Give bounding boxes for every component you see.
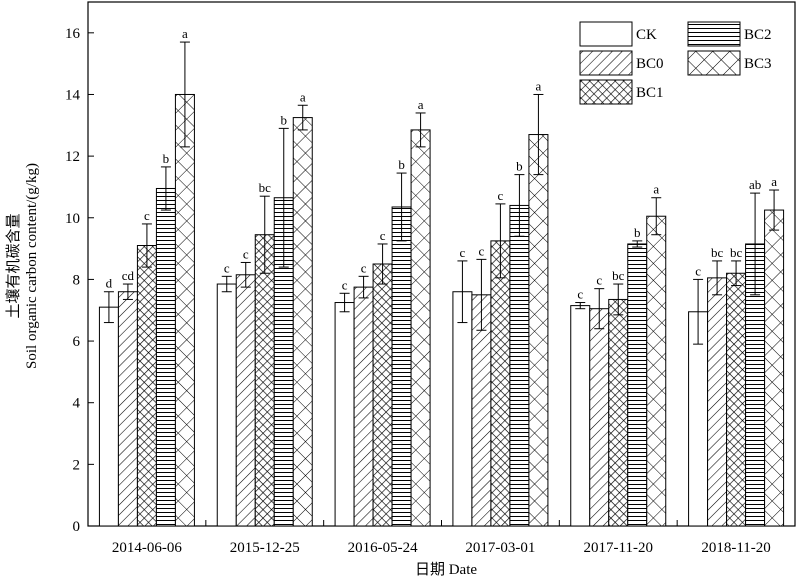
bar-bc0-2015-12-25 <box>235 274 256 527</box>
bar-bc3-2017-11-20 <box>646 215 667 527</box>
bar-bc1-2018-11-20 <box>726 272 747 527</box>
bar-bc2-2017-03-01 <box>509 204 530 527</box>
significance-letter: bc <box>612 268 625 283</box>
bar-bc0-2018-11-20 <box>707 277 728 527</box>
x-tick-label: 2017-11-20 <box>584 540 653 556</box>
bar-bc0-2014-06-06 <box>117 291 138 527</box>
significance-letter: b <box>398 157 405 172</box>
significance-letter: bc <box>730 245 743 260</box>
significance-letter: cd <box>122 268 135 283</box>
x-tick-label: 2015-12-25 <box>230 540 300 556</box>
legend-swatch-bc2 <box>687 21 741 47</box>
significance-letter: c <box>695 263 701 278</box>
legend-swatch-bc1 <box>579 79 633 105</box>
bar-ck-2015-12-25 <box>216 283 237 527</box>
significance-letter: a <box>418 97 424 112</box>
bar-bc1-2017-11-20 <box>608 298 629 527</box>
significance-letter: b <box>163 151 170 166</box>
significance-letter: c <box>224 260 230 275</box>
y-tick-label: 14 <box>65 87 81 103</box>
y-tick-label: 0 <box>73 519 81 535</box>
legend-label-bc0: BC0 <box>636 56 664 72</box>
bar-bc3-2014-06-06 <box>174 93 195 527</box>
y-tick-label: 8 <box>73 272 81 288</box>
y-tick-label: 10 <box>65 211 80 227</box>
legend-label-bc3: BC3 <box>744 56 772 72</box>
bar-bc1-2016-05-24 <box>372 263 393 527</box>
significance-letter: a <box>536 78 542 93</box>
bar-bc3-2015-12-25 <box>292 117 313 527</box>
y-tick-label: 16 <box>65 26 81 42</box>
significance-letter: c <box>479 243 485 258</box>
significance-letter: c <box>144 208 150 223</box>
bar-ck-2014-06-06 <box>98 306 119 527</box>
significance-letter: c <box>498 188 504 203</box>
x-tick-label: 2017-03-01 <box>465 540 535 556</box>
bar-ck-2016-05-24 <box>334 302 355 527</box>
bar-ck-2017-11-20 <box>570 305 591 527</box>
y-tick-label: 4 <box>73 396 81 412</box>
significance-letter: c <box>380 228 386 243</box>
significance-letter: b <box>516 159 523 174</box>
bar-bc2-2017-11-20 <box>627 243 648 527</box>
significance-letter: bc <box>711 245 724 260</box>
significance-letter: ab <box>749 177 761 192</box>
legend-swatch-bc3 <box>687 50 741 76</box>
y-axis-title-cn: 土壤有机碳含量 <box>4 213 22 318</box>
bar-bc3-2017-03-01 <box>528 134 549 527</box>
significance-letter: a <box>771 174 777 189</box>
legend-swatch-bc0 <box>579 50 633 76</box>
significance-letter: a <box>300 89 306 104</box>
y-tick-label: 12 <box>65 149 80 165</box>
y-tick-label: 6 <box>73 334 81 350</box>
significance-letter: c <box>342 277 348 292</box>
y-axis-title-en: Soil organic carbon content/(g/kg) <box>24 163 40 369</box>
x-tick-label: 2014-06-06 <box>112 540 182 556</box>
bar-bc2-2014-06-06 <box>155 187 176 527</box>
legend-label-bc2: BC2 <box>744 27 772 43</box>
legend-label-bc1: BC1 <box>636 85 664 101</box>
bar-bc3-2018-11-20 <box>764 209 785 527</box>
bar-bc3-2016-05-24 <box>410 129 431 527</box>
significance-letter: b <box>634 225 641 240</box>
axes-layer: 0 2 4 6 8 10 12 14 16 2014-06-06 2015-12-25 2016-05… <box>65 26 771 556</box>
y-tick-label: 2 <box>73 457 81 473</box>
significance-letter: c <box>596 273 602 288</box>
significance-letter: c <box>577 287 583 302</box>
significance-letter: b <box>281 112 288 127</box>
x-axis-title: 日期 Date <box>415 561 477 578</box>
bar-bc1-2015-12-25 <box>254 234 275 527</box>
bar-ck-2017-03-01 <box>452 291 473 527</box>
significance-letter: a <box>653 182 659 197</box>
bar-bc1-2014-06-06 <box>136 245 157 527</box>
significance-letter: a <box>182 26 188 41</box>
significance-letter: bc <box>259 180 272 195</box>
bar-bc1-2017-03-01 <box>490 240 511 527</box>
significance-letter: c <box>361 260 367 275</box>
significance-letter: c <box>460 245 466 260</box>
bar-bc0-2016-05-24 <box>353 286 374 527</box>
legend-swatch-ck <box>579 21 633 47</box>
legend: CK BC0 BC1 BC2 BC3 <box>579 21 772 105</box>
x-tick-label: 2018-11-20 <box>701 540 770 556</box>
significance-letter: d <box>106 276 113 291</box>
legend-label-ck: CK <box>636 27 657 43</box>
bar-bc2-2016-05-24 <box>391 206 412 527</box>
bar-bc0-2017-11-20 <box>589 308 610 527</box>
significance-letter: c <box>243 246 249 261</box>
x-tick-label: 2016-05-24 <box>348 540 418 556</box>
